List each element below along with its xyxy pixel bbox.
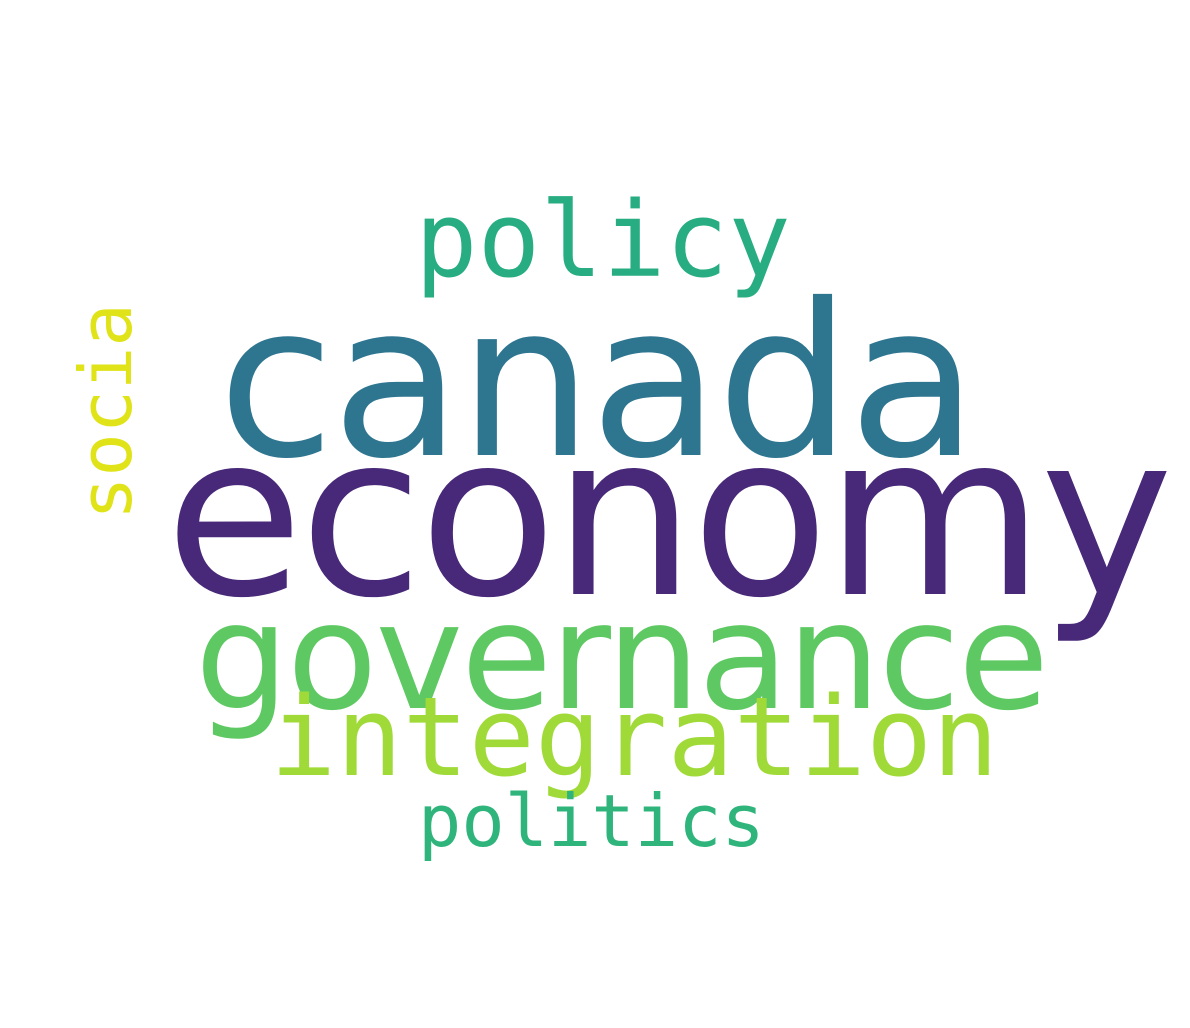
- word-governance: governance: [195, 571, 1049, 743]
- word-socia: socia: [64, 303, 148, 520]
- word-integration: integration: [270, 673, 999, 801]
- word-policy: policy: [415, 179, 791, 301]
- word-economy: economy: [165, 386, 1173, 648]
- word-politics: politics: [418, 779, 765, 863]
- word-canada: canada: [218, 258, 978, 505]
